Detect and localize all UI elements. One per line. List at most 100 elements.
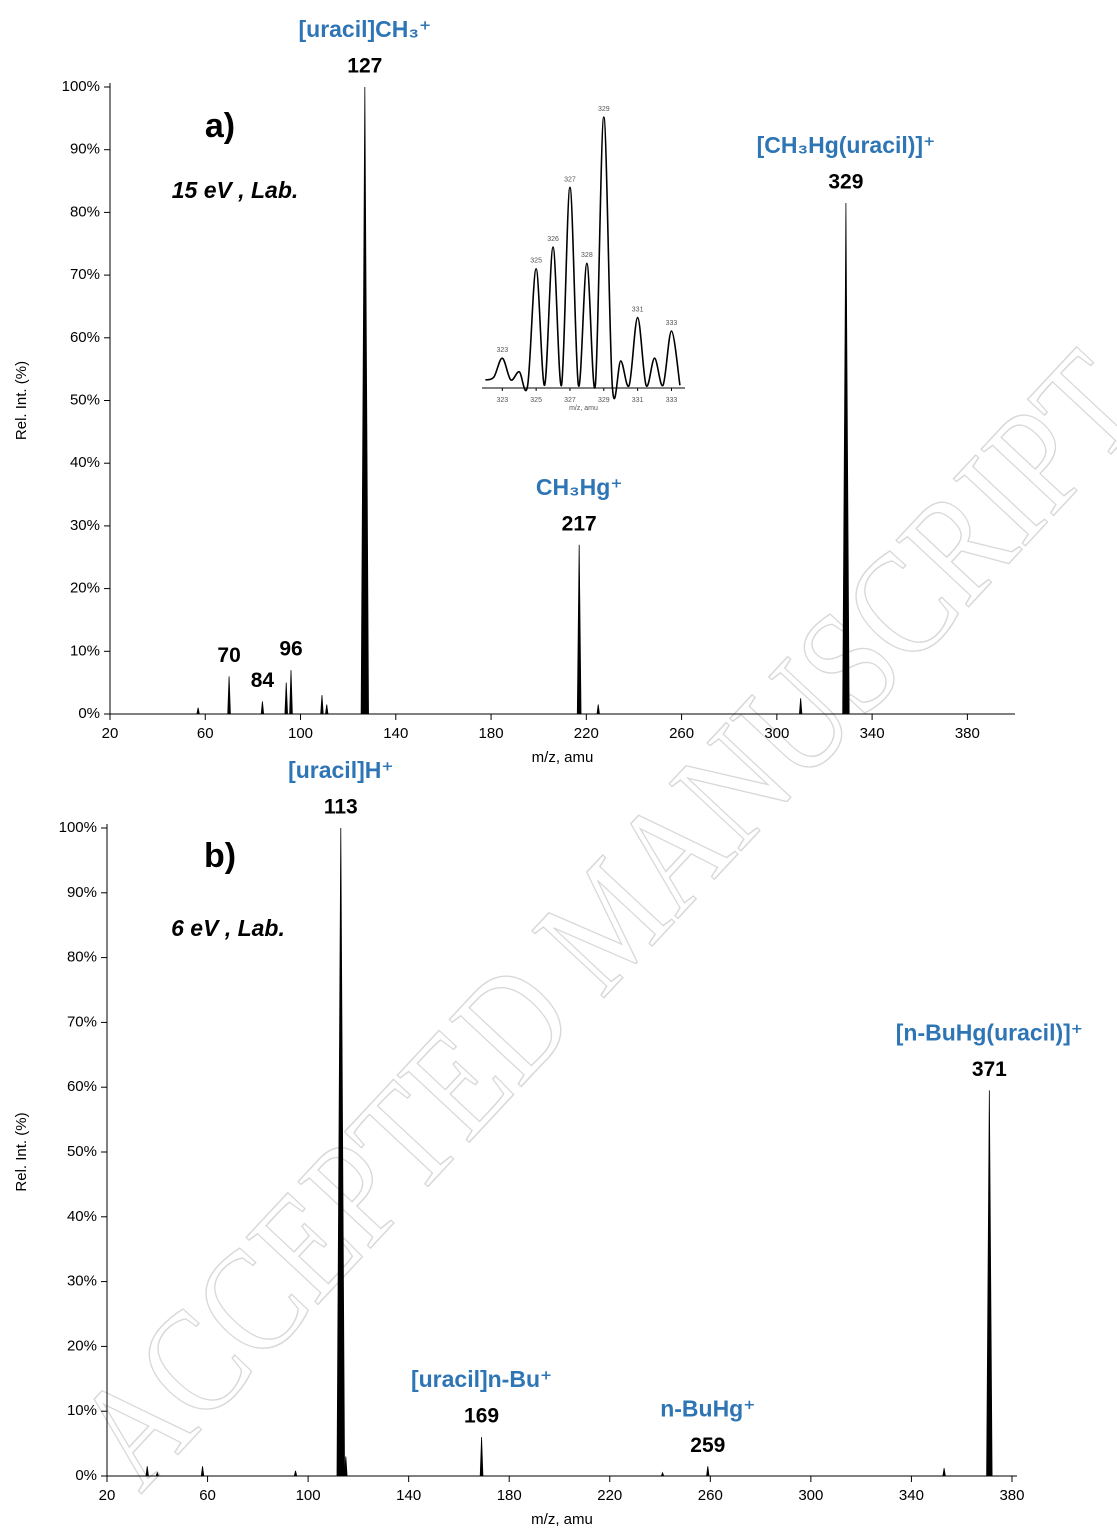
- peak-label: 84: [251, 669, 275, 692]
- y-tick-label: 30%: [67, 1273, 97, 1290]
- peak: [576, 544, 582, 715]
- peak: [196, 707, 200, 715]
- y-tick-label: 20%: [67, 1337, 97, 1354]
- x-tick-label: 220: [597, 1487, 622, 1504]
- y-tick-label: 0%: [75, 1467, 97, 1484]
- x-tick-label: 260: [698, 1487, 723, 1504]
- panel-label: a): [205, 107, 235, 145]
- peak: [660, 1471, 665, 1477]
- peak-label: 326: [547, 236, 559, 243]
- ion-label: n-BuHg⁺: [660, 1395, 755, 1421]
- peak-label: 328: [581, 252, 593, 259]
- y-tick-label: 80%: [67, 949, 97, 966]
- peak: [260, 701, 265, 715]
- peak: [227, 676, 231, 715]
- peak: [942, 1468, 946, 1477]
- peak: [320, 695, 324, 715]
- x-tick-label: 20: [102, 725, 119, 742]
- ion-label: [uracil]n-Bu⁺: [411, 1366, 552, 1392]
- peak: [479, 1437, 484, 1477]
- inset-curve: [485, 116, 681, 400]
- y-axis-label: Rel. Int. (%): [13, 361, 30, 440]
- peak: [986, 1090, 993, 1477]
- peak-label: 113: [324, 796, 358, 819]
- x-tick-label: 323: [496, 397, 508, 404]
- x-tick-label: 340: [899, 1487, 924, 1504]
- y-axis-label: Rel. Int. (%): [13, 1112, 30, 1191]
- x-tick-label: 333: [666, 397, 678, 404]
- peak: [706, 1466, 710, 1477]
- peak-label: 323: [496, 347, 508, 354]
- y-tick-label: 40%: [67, 1208, 97, 1225]
- x-tick-label: 60: [197, 725, 214, 742]
- peak: [798, 698, 803, 715]
- peak: [596, 704, 600, 715]
- y-tick-label: 50%: [70, 391, 100, 408]
- x-tick-label: 140: [396, 1487, 421, 1504]
- x-tick-label: 180: [479, 725, 504, 742]
- ion-label: [CH₃Hg(uracil)]⁺: [757, 132, 936, 158]
- x-tick-label: 380: [999, 1487, 1024, 1504]
- peak: [145, 1466, 149, 1477]
- y-tick-label: 90%: [70, 141, 100, 158]
- y-tick-label: 80%: [70, 203, 100, 220]
- x-tick-label: 327: [564, 397, 576, 404]
- peak-label: 331: [632, 306, 644, 313]
- y-tick-label: 20%: [70, 580, 100, 597]
- x-tick-label: 140: [383, 725, 408, 742]
- x-tick-label: 300: [798, 1487, 823, 1504]
- panel-label: b): [204, 837, 236, 875]
- subtitle: 15 eV , Lab.: [172, 177, 299, 203]
- peak-label: 70: [217, 644, 240, 667]
- y-tick-label: 60%: [67, 1078, 97, 1095]
- x-tick-label: 380: [955, 725, 980, 742]
- y-tick-label: 90%: [67, 884, 97, 901]
- peak-label: 217: [562, 512, 597, 535]
- ion-label: [uracil]H⁺: [288, 757, 393, 783]
- peak-label: 127: [347, 55, 382, 78]
- y-tick-label: 10%: [70, 642, 100, 659]
- x-tick-label: 331: [632, 397, 644, 404]
- ion-label: [uracil]CH₃⁺: [298, 16, 431, 42]
- x-tick-label: 100: [296, 1487, 321, 1504]
- peak: [842, 202, 850, 715]
- y-tick-label: 70%: [67, 1013, 97, 1030]
- y-tick-label: 100%: [62, 78, 100, 95]
- y-tick-label: 30%: [70, 517, 100, 534]
- peak: [200, 1466, 205, 1477]
- x-tick-label: 260: [669, 725, 694, 742]
- peak-label: 325: [530, 258, 542, 265]
- x-tick-label: 340: [860, 725, 885, 742]
- peak-label: 327: [564, 176, 576, 183]
- x-tick-label: 329: [598, 397, 610, 404]
- subtitle: 6 eV , Lab.: [171, 915, 285, 941]
- x-tick-label: 20: [99, 1487, 116, 1504]
- y-tick-label: 60%: [70, 329, 100, 346]
- ion-label: CH₃Hg⁺: [536, 474, 623, 500]
- peak-label: 259: [690, 1434, 725, 1457]
- ion-label: [n-BuHg(uracil)]⁺: [896, 1020, 1083, 1046]
- peak-label: 329: [598, 106, 610, 113]
- peak-label: 329: [828, 171, 863, 194]
- y-tick-label: 70%: [70, 266, 100, 283]
- y-tick-label: 40%: [70, 454, 100, 471]
- x-tick-label: 325: [530, 397, 542, 404]
- peak-label: 371: [972, 1058, 1007, 1081]
- peak: [325, 704, 329, 715]
- peak: [336, 827, 345, 1477]
- x-tick-label: 220: [574, 725, 599, 742]
- peak: [344, 1456, 348, 1477]
- y-tick-label: 0%: [78, 705, 100, 722]
- peak: [293, 1470, 298, 1477]
- peak-label: 333: [666, 320, 678, 327]
- peak-label: 169: [464, 1405, 499, 1428]
- y-tick-label: 100%: [59, 819, 97, 836]
- peak: [289, 670, 293, 715]
- peak: [360, 86, 369, 715]
- y-tick-label: 50%: [67, 1143, 97, 1160]
- x-axis-label: m/z, amu: [531, 1511, 593, 1528]
- x-tick-label: 100: [288, 725, 313, 742]
- x-tick-label: 300: [764, 725, 789, 742]
- x-axis-label: m/z, amu: [569, 405, 598, 412]
